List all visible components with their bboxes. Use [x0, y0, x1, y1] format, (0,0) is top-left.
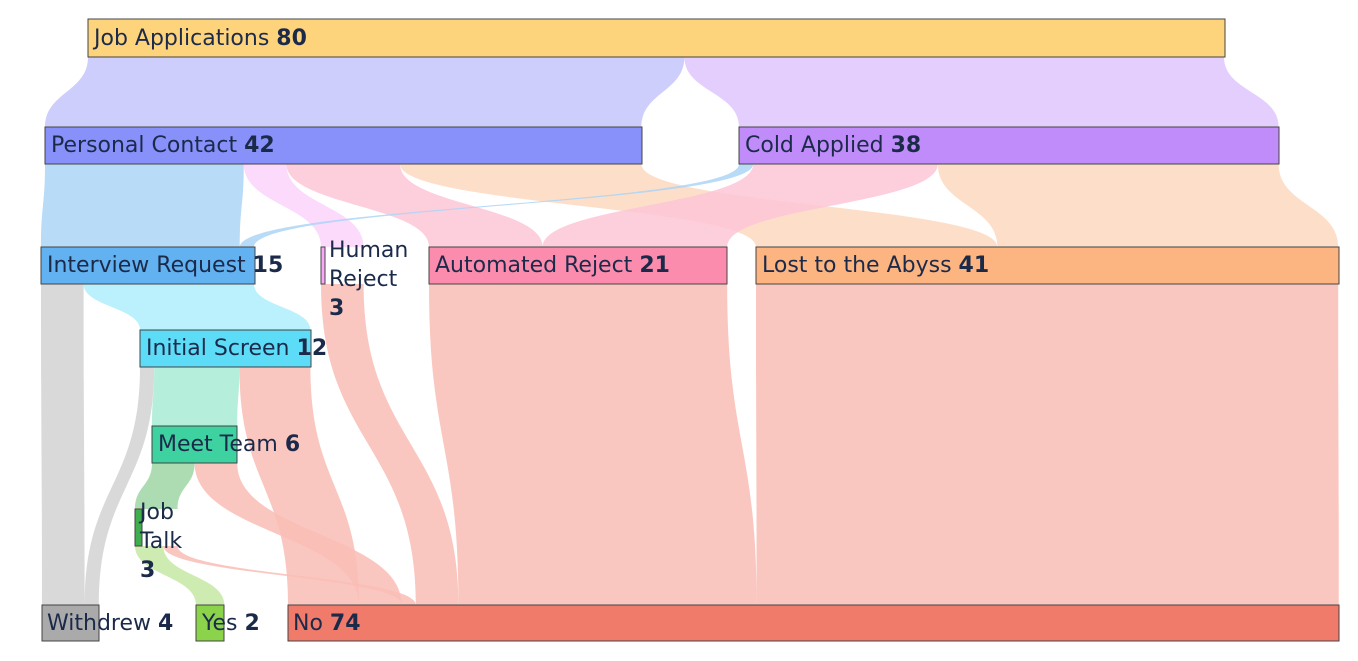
- node-label-team: Meet Team 6: [158, 430, 300, 459]
- link-screen-to-no: [239, 367, 359, 605]
- link-abyss-to-no: [756, 284, 1339, 605]
- link-talk-to-yes: [135, 546, 225, 605]
- link-talk-to-no: [163, 546, 416, 605]
- node-talk: [134, 508, 143, 547]
- link-personal-to-human: [243, 164, 364, 247]
- node-no: [287, 604, 1340, 642]
- node-label-value: 4: [158, 611, 174, 636]
- node-label-text: Job Applications: [94, 26, 270, 51]
- node-label-text: Job Talk: [140, 500, 183, 554]
- node-interview: [40, 246, 256, 285]
- node-label-human: Human Reject 3: [329, 236, 419, 323]
- link-cold-to-abyss: [937, 164, 1339, 247]
- node-label-value: 41: [958, 253, 990, 278]
- link-auto-to-no: [429, 284, 757, 605]
- node-label-auto: Automated Reject 21: [435, 251, 670, 280]
- node-label-value: 2: [244, 611, 260, 636]
- node-label-yes: Yes 2: [202, 609, 260, 638]
- node-label-withdrew: Withdrew 4: [47, 609, 173, 638]
- link-team-to-no: [194, 463, 402, 605]
- link-interview-to-withdrew: [41, 284, 85, 605]
- node-label-value: 15: [252, 253, 284, 278]
- node-abyss: [755, 246, 1340, 285]
- node-label-value: 3: [140, 558, 156, 583]
- node-label-text: No: [293, 611, 323, 636]
- node-label-text: Automated Reject: [435, 253, 633, 278]
- node-label-value: 74: [329, 611, 361, 636]
- link-cold-to-interview: [239, 164, 754, 247]
- link-screen-to-withdrew: [84, 367, 155, 605]
- node-cold: [738, 126, 1280, 165]
- link-apps-to-cold: [684, 57, 1279, 127]
- node-label-text: Meet Team: [158, 432, 278, 457]
- node-team: [151, 425, 238, 464]
- node-label-value: 6: [284, 432, 301, 457]
- link-interview-to-screen: [83, 284, 311, 330]
- node-label-value: 38: [890, 133, 922, 158]
- node-label-personal: Personal Contact 42: [51, 131, 275, 160]
- sankey-nodes: [40, 18, 1340, 642]
- node-screen: [139, 329, 312, 368]
- link-team-to-talk: [135, 463, 195, 509]
- node-label-text: Lost to the Abyss: [762, 253, 952, 278]
- node-label-text: Initial Screen: [146, 336, 290, 361]
- node-label-screen: Initial Screen 12: [146, 334, 327, 363]
- node-label-text: Human Reject: [329, 238, 409, 292]
- link-personal-to-auto: [286, 164, 543, 247]
- node-label-text: Withdrew: [47, 611, 152, 636]
- node-auto: [428, 246, 728, 285]
- node-label-apps: Job Applications 80: [94, 24, 307, 53]
- node-label-text: Yes: [202, 611, 238, 636]
- node-label-text: Interview Request: [47, 253, 246, 278]
- node-label-value: 80: [276, 26, 307, 51]
- node-label-value: 3: [329, 296, 345, 321]
- node-label-value: 42: [244, 133, 275, 158]
- node-label-value: 12: [296, 336, 328, 361]
- node-label-text: Personal Contact: [51, 133, 238, 158]
- node-label-talk: Job Talk 3: [140, 498, 200, 585]
- link-personal-to-interview: [41, 164, 244, 247]
- node-label-abyss: Lost to the Abyss 41: [762, 251, 989, 280]
- sankey-links: [41, 57, 1339, 605]
- link-apps-to-personal: [45, 57, 685, 127]
- node-yes: [195, 604, 225, 642]
- node-apps: [87, 18, 1226, 58]
- link-screen-to-team: [152, 367, 240, 426]
- node-label-value: 21: [639, 253, 670, 278]
- link-cold-to-auto: [542, 164, 938, 247]
- node-withdrew: [41, 604, 100, 642]
- link-human-to-no: [321, 284, 459, 605]
- node-label-cold: Cold Applied 38: [745, 131, 921, 160]
- node-human: [320, 246, 326, 285]
- node-label-interview: Interview Request 15: [47, 251, 283, 280]
- node-personal: [44, 126, 643, 165]
- node-label-no: No 74: [293, 609, 361, 638]
- node-label-text: Cold Applied: [745, 133, 884, 158]
